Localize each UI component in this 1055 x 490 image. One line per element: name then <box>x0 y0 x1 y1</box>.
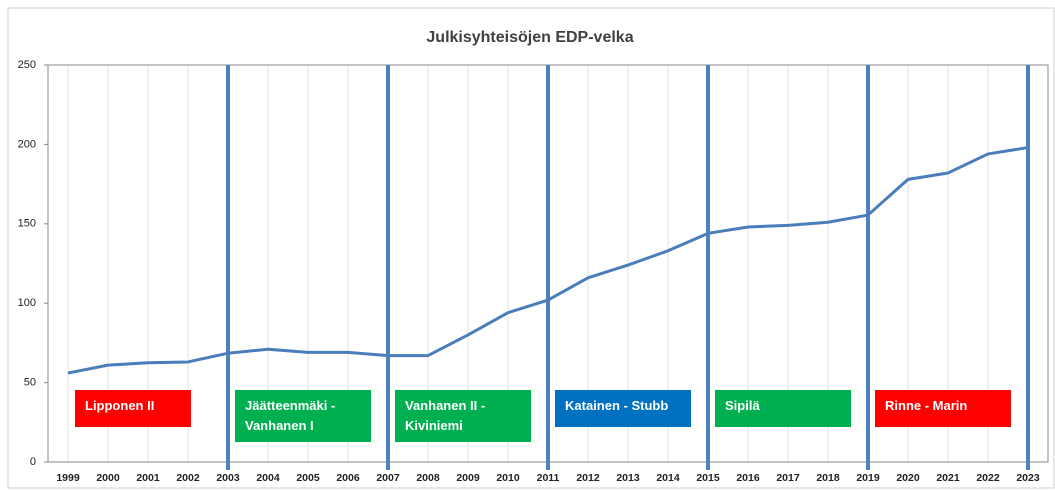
x-tick-label: 2018 <box>816 472 840 484</box>
x-tick-label: 1999 <box>56 472 80 484</box>
x-tick-label: 2002 <box>176 472 200 484</box>
x-tick-label: 2007 <box>376 472 400 484</box>
x-tick-label: 2014 <box>656 472 680 484</box>
x-tick-label: 2006 <box>336 472 360 484</box>
period-label: Vanhanen II - Kiviniemi <box>395 390 531 442</box>
x-tick-label: 2015 <box>696 472 720 484</box>
x-tick-label: 2011 <box>537 472 560 484</box>
x-tick-label: 2019 <box>856 472 880 484</box>
x-tick-label: 2003 <box>216 472 240 484</box>
y-tick-label: 50 <box>24 377 36 389</box>
x-tick-label: 2021 <box>936 472 960 484</box>
x-tick-label: 2022 <box>976 472 1000 484</box>
period-label: Jäätteenmäki - Vanhanen I <box>235 390 371 442</box>
y-tick-label: 200 <box>18 138 36 150</box>
x-tick-label: 2005 <box>296 472 320 484</box>
x-tick-label: 2004 <box>256 472 280 484</box>
x-tick-label: 2013 <box>616 472 640 484</box>
y-tick-label: 150 <box>18 218 36 230</box>
period-label: Sipilä <box>715 390 851 427</box>
x-tick-label: 2017 <box>776 472 800 484</box>
x-tick-label: 2023 <box>1016 472 1040 484</box>
x-tick-label: 2012 <box>576 472 600 484</box>
x-tick-label: 2009 <box>456 472 480 484</box>
y-tick-label: 250 <box>18 59 36 71</box>
chart-title: Julkisyhteisöjen EDP-velka <box>426 29 633 46</box>
x-tick-label: 2000 <box>96 472 120 484</box>
period-label: Rinne - Marin <box>875 390 1011 427</box>
y-tick-label: 0 <box>30 456 36 468</box>
x-tick-label: 2001 <box>136 472 160 484</box>
x-tick-label: 2016 <box>736 472 760 484</box>
period-label: Lipponen II <box>75 390 191 427</box>
data-line <box>67 146 1029 375</box>
x-tick-label: 2020 <box>896 472 920 484</box>
period-label: Katainen - Stubb <box>555 390 691 427</box>
x-tick-label: 2008 <box>416 472 440 484</box>
x-tick-label: 2010 <box>496 472 520 484</box>
y-tick-label: 100 <box>18 297 36 309</box>
